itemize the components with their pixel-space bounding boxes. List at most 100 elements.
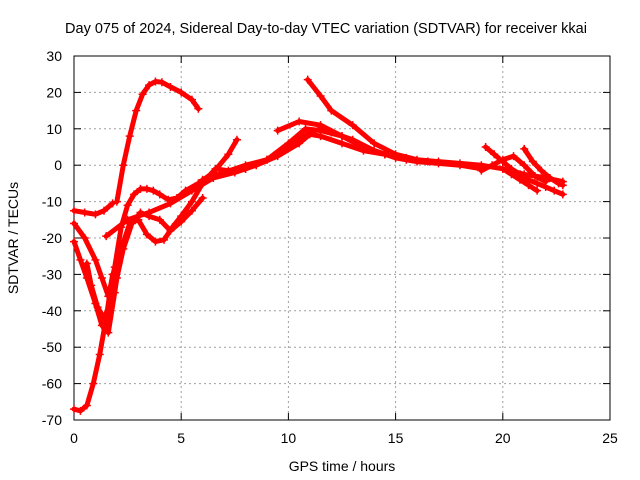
data-point xyxy=(481,143,490,151)
data-point xyxy=(123,201,132,210)
data-point xyxy=(554,179,563,188)
data-point xyxy=(145,81,154,90)
data-point xyxy=(220,168,229,177)
series-group xyxy=(70,75,567,415)
data-point xyxy=(338,139,346,148)
data-point xyxy=(284,139,293,148)
data-point xyxy=(130,190,139,199)
data-point xyxy=(123,215,132,224)
data-point xyxy=(316,121,325,130)
data-point xyxy=(327,106,336,115)
data-point xyxy=(177,217,186,226)
data-point xyxy=(97,274,106,283)
data-point xyxy=(166,226,175,235)
data-point xyxy=(70,206,78,215)
data-point xyxy=(91,255,100,264)
data-point xyxy=(70,405,78,414)
data-point xyxy=(89,379,98,388)
data-point xyxy=(224,150,233,159)
data-point xyxy=(80,234,89,242)
data-point xyxy=(541,177,550,186)
y-tick-label: -30 xyxy=(42,266,62,282)
data-point xyxy=(177,88,186,97)
data-point xyxy=(232,135,241,144)
data-point xyxy=(488,161,497,170)
data-point xyxy=(100,314,109,323)
data-point xyxy=(303,75,312,84)
data-point xyxy=(160,235,169,244)
data-point xyxy=(211,164,220,173)
data-point xyxy=(370,139,379,148)
y-tick-label: 10 xyxy=(46,121,62,137)
data-point xyxy=(402,155,411,164)
data-point xyxy=(301,124,310,133)
series-line-arc-2 xyxy=(114,79,201,205)
x-tick-label: 15 xyxy=(388,430,404,446)
data-point xyxy=(537,166,546,175)
data-point xyxy=(142,230,151,239)
x-tick-label: 20 xyxy=(495,430,511,446)
data-point xyxy=(155,190,164,199)
data-point xyxy=(558,190,567,199)
data-point xyxy=(80,208,89,217)
data-point xyxy=(70,219,78,228)
y-tick-label: -20 xyxy=(42,230,62,246)
x-tick-label: 5 xyxy=(177,430,185,446)
y-tick-label: -40 xyxy=(42,303,62,319)
data-point xyxy=(100,206,109,215)
data-point xyxy=(295,117,304,126)
data-point xyxy=(187,206,196,215)
data-point xyxy=(76,406,85,415)
data-point xyxy=(82,401,91,410)
data-point xyxy=(241,164,250,173)
data-point xyxy=(82,259,91,268)
data-point xyxy=(91,210,100,219)
data-point xyxy=(145,208,154,217)
y-tick-label: -10 xyxy=(42,194,62,210)
data-point xyxy=(434,157,443,166)
data-point xyxy=(198,175,207,184)
data-point xyxy=(155,215,164,224)
y-tick-label: -70 xyxy=(42,412,62,428)
data-point xyxy=(93,303,102,312)
series-line-arc-1 xyxy=(71,200,116,217)
data-point xyxy=(125,132,134,141)
data-point xyxy=(515,175,524,184)
data-point xyxy=(187,197,196,206)
data-point xyxy=(273,126,282,135)
data-point xyxy=(348,121,357,130)
data-point xyxy=(507,170,516,179)
data-point xyxy=(359,143,368,151)
data-point xyxy=(380,150,389,159)
data-point xyxy=(550,186,559,195)
y-tick-label: -50 xyxy=(42,339,62,355)
data-point xyxy=(498,164,507,173)
data-point xyxy=(316,92,325,101)
data-point xyxy=(520,144,529,153)
data-point xyxy=(166,82,175,91)
data-point xyxy=(87,281,96,290)
data-point xyxy=(149,186,158,195)
x-tick-label: 0 xyxy=(70,430,78,446)
x-tick-label: 25 xyxy=(602,430,618,446)
axis-ticks: -70 -60 -50 -40 -30 -20 -10 0 10 20 30 0 5 10 15 20 25 xyxy=(42,48,618,446)
data-point xyxy=(509,152,518,161)
data-point xyxy=(338,132,346,141)
chart-title: Day 075 of 2024, Sidereal Day-to-day VTE… xyxy=(65,21,587,37)
data-point xyxy=(198,193,207,202)
data-point xyxy=(157,78,166,87)
data-point xyxy=(166,199,175,208)
data-point xyxy=(70,237,78,246)
data-point xyxy=(112,197,121,206)
x-tick-label: 10 xyxy=(281,430,297,446)
y-tick-label: 0 xyxy=(54,157,62,173)
data-point xyxy=(187,95,196,104)
data-point xyxy=(119,161,128,170)
data-point xyxy=(490,150,499,159)
data-point xyxy=(520,161,529,170)
data-point xyxy=(455,159,464,168)
y-tick-label: 20 xyxy=(46,84,62,100)
data-point xyxy=(106,299,115,308)
data-point xyxy=(262,155,271,164)
